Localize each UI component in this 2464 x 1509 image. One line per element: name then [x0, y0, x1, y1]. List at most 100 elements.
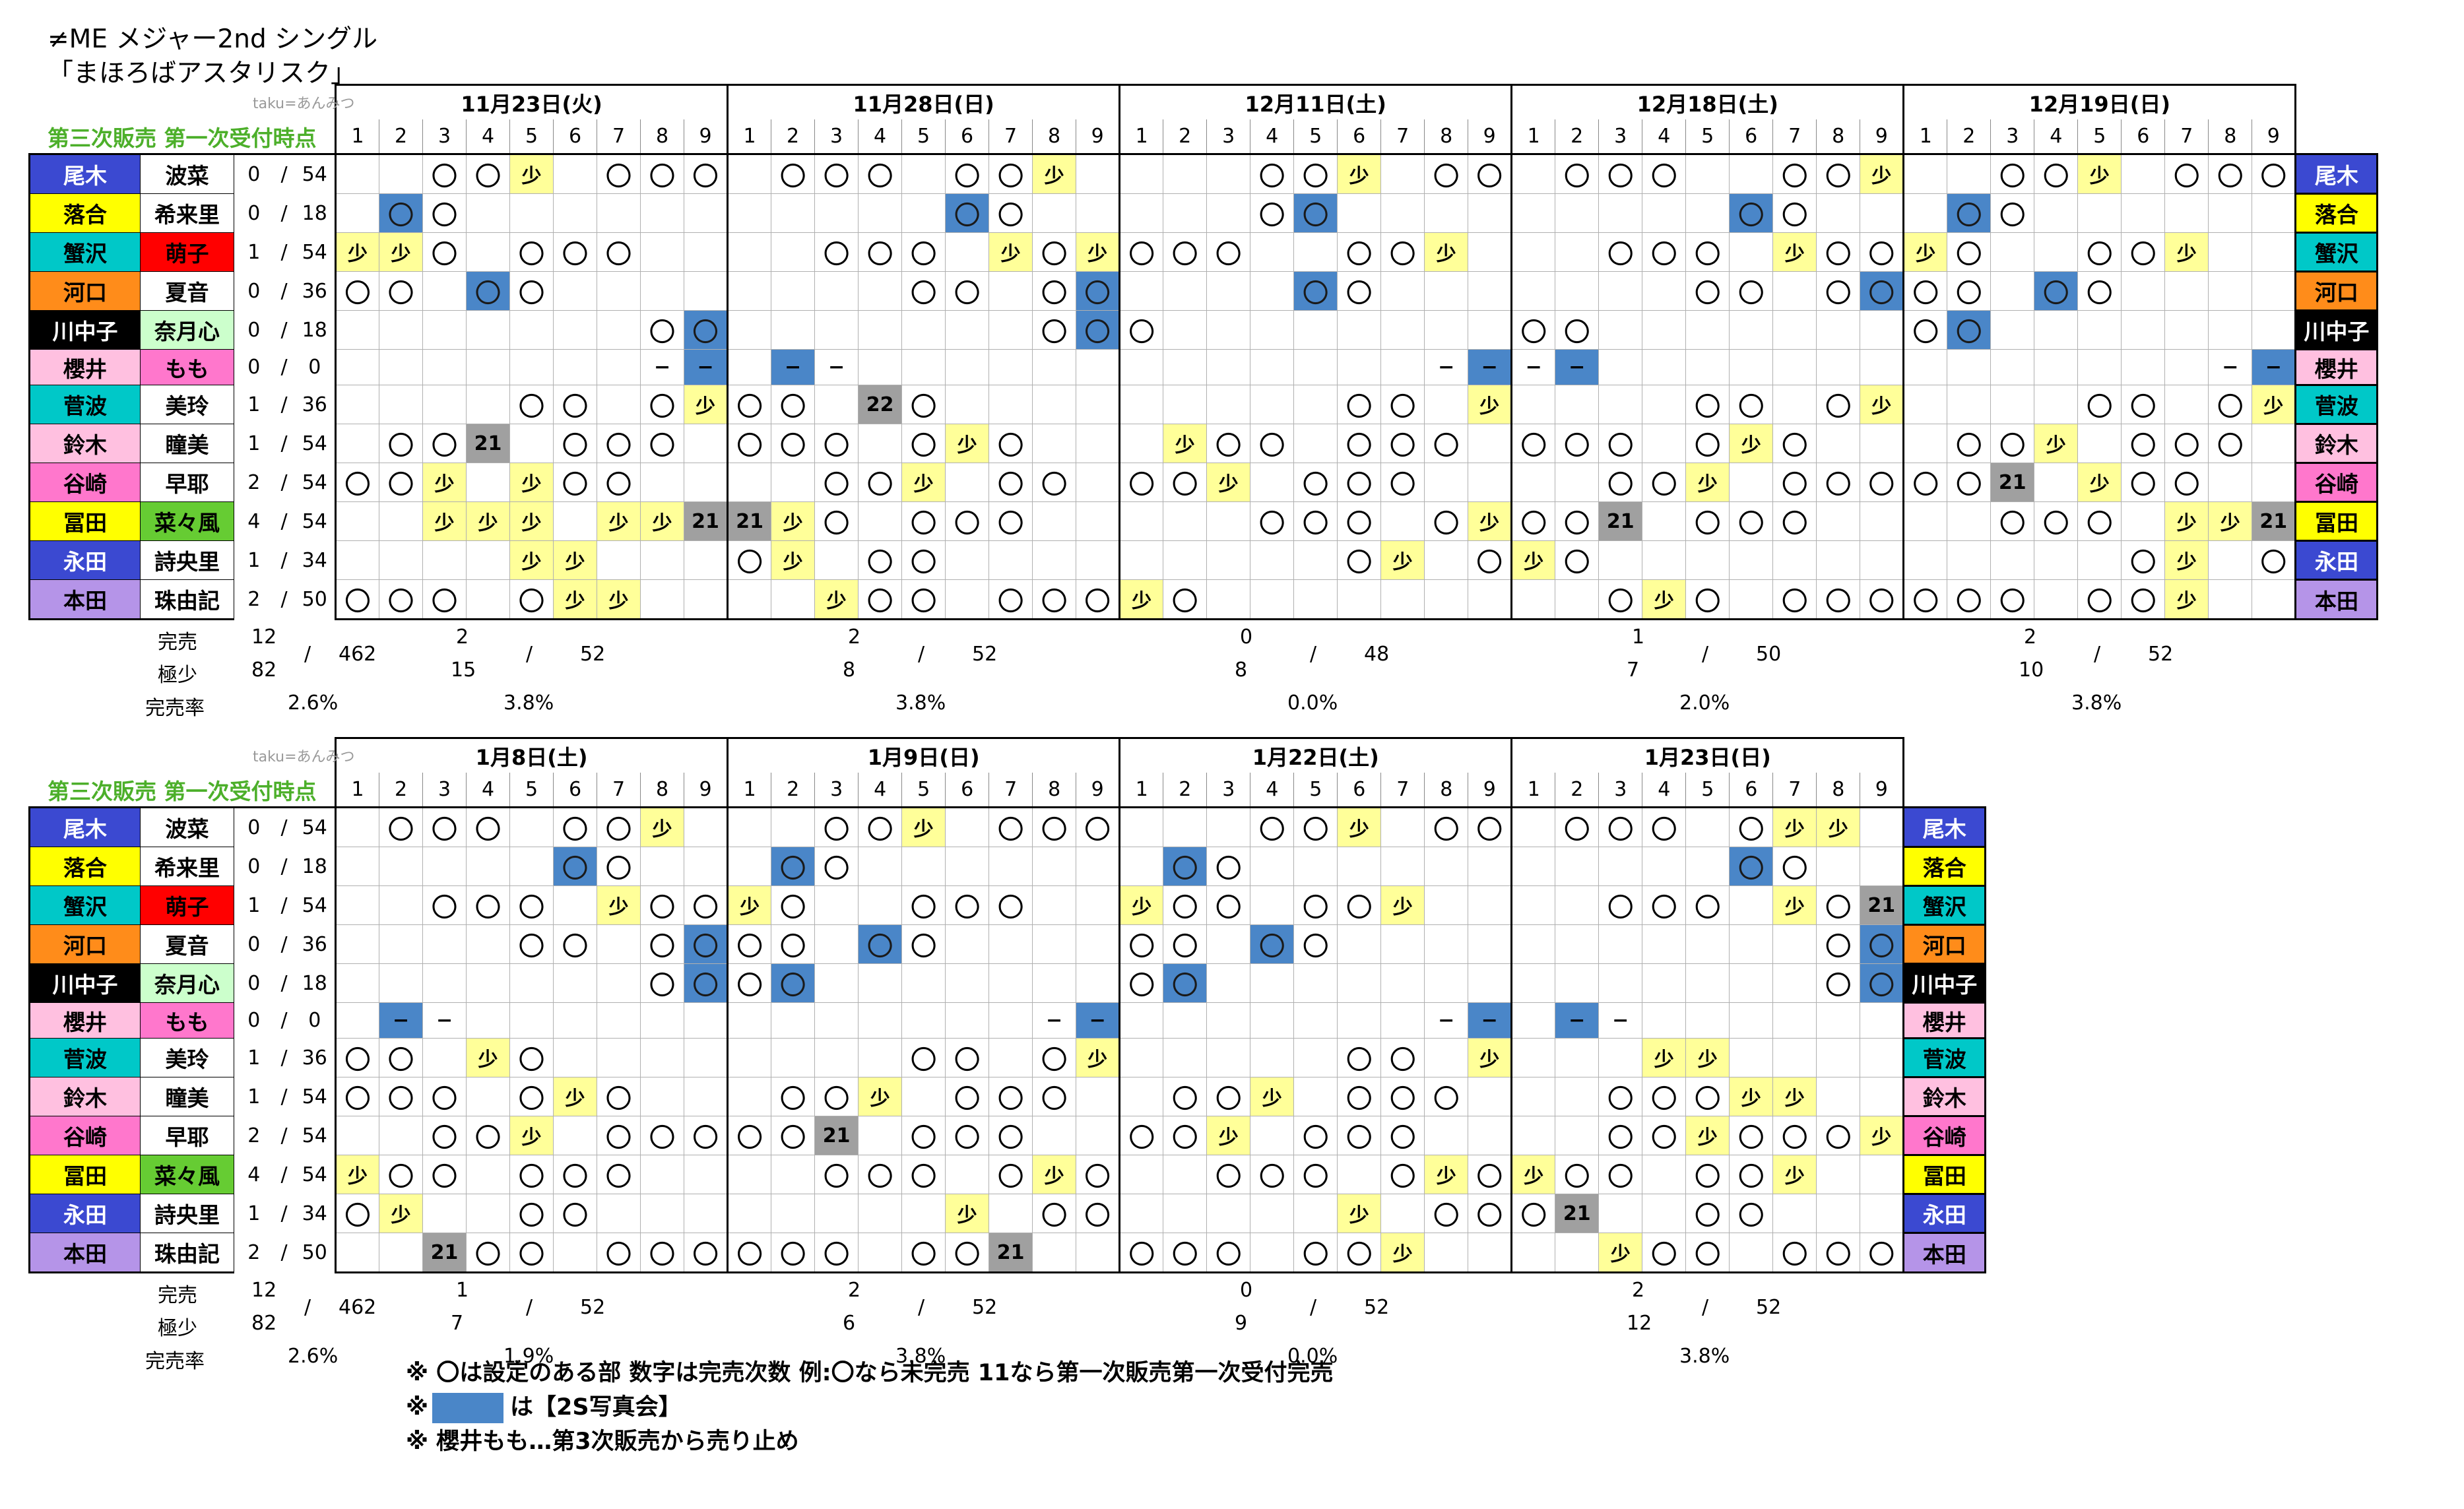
slot-empty	[1772, 349, 1817, 385]
slot-empty	[858, 963, 902, 1003]
slot-available: 〇	[1598, 579, 1642, 620]
slot-photo-session: 〇	[379, 193, 423, 233]
member-count-separator: /	[280, 356, 288, 379]
slot-empty	[1163, 385, 1207, 424]
date-separator: /	[2094, 643, 2101, 666]
slot-empty	[858, 1116, 902, 1155]
slot-available: 〇	[1163, 579, 1207, 620]
slot-grand-total: 462	[339, 643, 377, 666]
slot-empty	[1250, 885, 1294, 925]
slot-empty	[1163, 807, 1207, 847]
slot-available: 〇	[597, 1155, 641, 1194]
slot-empty	[553, 349, 597, 385]
date-sold-rate: 3.8%	[895, 691, 946, 715]
slot-available: 〇	[553, 1194, 597, 1233]
part-number: 1	[1902, 119, 1947, 155]
slot-empty	[466, 540, 510, 580]
slot-empty	[1510, 885, 1555, 925]
slot-available: 〇	[1816, 271, 1860, 311]
slot-empty	[901, 1194, 946, 1233]
slot-empty	[2034, 193, 2078, 233]
slot-available: 〇	[814, 807, 859, 847]
part-number: 5	[509, 773, 554, 808]
slot-photo-session-stopped: −	[1468, 349, 1513, 385]
slot-empty	[1337, 963, 1381, 1003]
date-header: 12月18日(土)	[1510, 84, 1905, 119]
member-sold-count: 1	[247, 432, 261, 455]
slot-available: 〇	[379, 807, 423, 847]
slot-empty	[553, 154, 597, 194]
slot-available: 〇	[1380, 424, 1425, 463]
slot-few-left: 少	[1685, 463, 1730, 502]
slot-empty	[771, 463, 815, 502]
part-number: 1	[335, 773, 379, 808]
slot-few-left: 少	[597, 501, 641, 541]
slot-empty	[1163, 1002, 1207, 1039]
slot-empty	[1860, 424, 1905, 463]
part-number: 7	[597, 119, 641, 155]
slot-empty	[509, 1002, 554, 1039]
member-count-separator: /	[280, 548, 288, 572]
slot-available: 〇	[989, 193, 1033, 233]
slot-empty	[466, 1077, 510, 1116]
slot-stopped: −	[640, 349, 684, 385]
slot-empty	[2164, 193, 2209, 233]
slot-empty	[597, 385, 641, 424]
slot-empty	[1206, 1194, 1250, 1233]
slot-available: 〇	[1598, 154, 1642, 194]
slot-empty	[1685, 924, 1730, 964]
member-given-name: 瞳美	[140, 1077, 234, 1116]
slot-empty	[1119, 1155, 1163, 1194]
slot-empty	[1119, 1002, 1163, 1039]
slot-empty	[1424, 385, 1468, 424]
slot-empty	[1729, 463, 1773, 502]
slot-empty	[640, 579, 684, 620]
slot-few-left: 少	[814, 579, 859, 620]
slot-sold-out: 21	[2252, 501, 2297, 541]
slot-empty	[1510, 1038, 1555, 1077]
slot-empty	[901, 193, 946, 233]
date-separator: /	[1310, 643, 1317, 666]
slot-available: 〇	[1990, 501, 2034, 541]
slot-empty	[1729, 1038, 1773, 1077]
slot-available: 〇	[1685, 1077, 1730, 1116]
slot-available: 〇	[1990, 424, 2034, 463]
slot-empty	[858, 1233, 902, 1273]
slot-available: 〇	[901, 1233, 946, 1273]
slot-empty	[422, 310, 467, 350]
slot-photo-session: 〇	[945, 193, 989, 233]
slot-available: 〇	[1816, 232, 1860, 272]
slot-empty	[1250, 1116, 1294, 1155]
slot-empty	[1032, 501, 1076, 541]
slot-available: 〇	[989, 1077, 1033, 1116]
slot-empty	[335, 385, 379, 424]
date-sold-count: 2	[848, 1279, 861, 1302]
slot-empty	[1076, 1116, 1121, 1155]
date-header: 1月9日(日)	[727, 737, 1121, 773]
note-line-3: ※ 櫻井もも…第3次販売から売り止め	[406, 1429, 799, 1455]
member-slot-total: 50	[302, 588, 327, 611]
slot-available: 〇	[1729, 385, 1773, 424]
slot-available: 〇	[1163, 232, 1207, 272]
part-number: 3	[1598, 119, 1642, 155]
date-slot-total: 48	[1364, 643, 1390, 666]
slot-empty	[1163, 310, 1207, 350]
slot-available: 〇	[379, 1038, 423, 1077]
slot-few-left: 少	[2077, 154, 2122, 194]
slot-empty	[1598, 540, 1642, 580]
slot-available: 〇	[989, 1116, 1033, 1155]
slot-empty	[1902, 424, 1947, 463]
slot-empty	[1510, 385, 1555, 424]
slot-empty	[727, 1194, 771, 1233]
member-given-name: 菜々風	[140, 501, 234, 541]
date-sold-rate: 1.9%	[503, 1345, 554, 1368]
slot-photo-session: 〇	[1076, 310, 1121, 350]
slot-few-left: 少	[684, 385, 729, 424]
slot-empty	[2208, 579, 2252, 620]
slot-empty	[1032, 193, 1076, 233]
slot-available: 〇	[1598, 424, 1642, 463]
slot-empty	[945, 1002, 989, 1039]
slot-empty	[1250, 1038, 1294, 1077]
slot-available: 〇	[1337, 1233, 1381, 1273]
slot-empty	[509, 963, 554, 1003]
